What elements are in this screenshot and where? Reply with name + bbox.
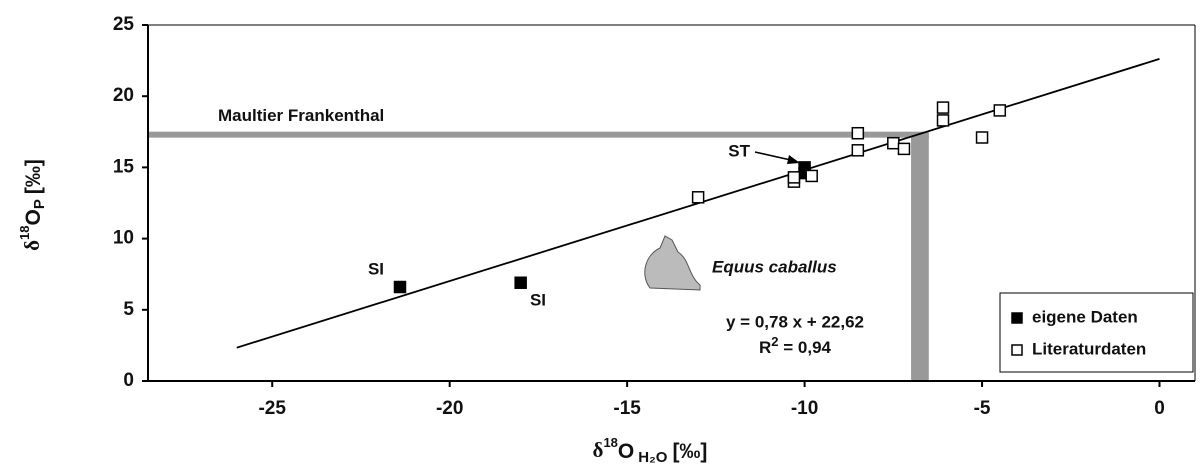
data-point (805, 169, 818, 183)
equation: y = 0,78 x + 22,62 (726, 312, 864, 331)
x-tick-label: -15 (613, 398, 641, 419)
data-point (691, 191, 705, 204)
annotation: SI (368, 259, 384, 278)
x-tick-label: 0 (1154, 398, 1165, 419)
reference-band (148, 131, 929, 138)
legend: eigene Daten Literaturdaten (999, 292, 1194, 373)
reference-band (911, 134, 929, 381)
legend-marker (1011, 312, 1023, 324)
legend-label: Literaturdaten (1032, 339, 1146, 358)
y-tick-label: 15 (113, 156, 135, 177)
x-tick-label: -5 (974, 398, 991, 419)
arrow-head (787, 155, 800, 164)
y-tick-label: 0 (123, 370, 134, 391)
y-tick-label: 5 (123, 299, 134, 320)
x-axis-label: δ18O H₂O [‰] (593, 435, 708, 466)
reference-label: Maultier Frankenthal (218, 106, 384, 125)
data-point (787, 171, 801, 184)
legend-label: eigene Daten (1032, 307, 1138, 326)
x-tick-label: -10 (791, 398, 818, 419)
data-point (936, 114, 950, 127)
annotation: Equus caballus (712, 257, 837, 276)
data-point (851, 126, 865, 140)
x-tick-label: -20 (436, 398, 463, 419)
horse-icon (644, 235, 701, 291)
legend-box (999, 292, 1194, 373)
y-tick-label: 25 (113, 14, 135, 35)
y-tick-label: 10 (113, 228, 134, 249)
legend-marker (1011, 344, 1023, 356)
data-point (993, 104, 1007, 117)
y-tick-label: 20 (113, 85, 134, 106)
annotation: ST (728, 141, 750, 160)
data-point (851, 144, 865, 157)
r-squared: R2 = 0,94 (759, 334, 832, 357)
data-point (897, 142, 911, 156)
data-point (393, 280, 407, 294)
data-point (936, 101, 950, 114)
data-point (887, 136, 900, 150)
data-point (975, 131, 989, 144)
y-axis-label: δ18OP[‰] (17, 159, 48, 251)
x-tick-label: -25 (258, 398, 286, 419)
annotation: SI (530, 290, 546, 309)
data-point (514, 276, 527, 289)
